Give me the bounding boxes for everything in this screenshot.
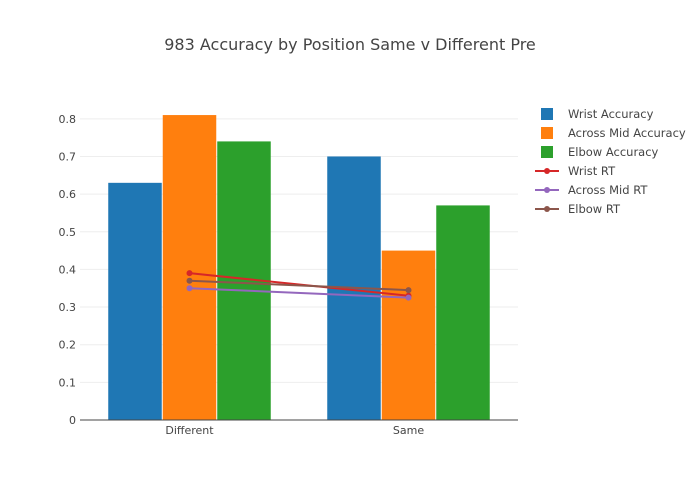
y-tick-label: 0.6: [59, 188, 77, 201]
legend-label: Across Mid Accuracy: [568, 126, 686, 140]
line-point: [405, 294, 412, 301]
chart-title: 983 Accuracy by Position Same v Differen…: [164, 35, 536, 54]
series-line: [189, 279, 409, 292]
y-tick-label: 0.7: [59, 150, 77, 163]
legend-swatch: [541, 146, 553, 158]
bars: [108, 115, 490, 421]
y-tick-label: 0: [69, 414, 76, 427]
line-point: [186, 285, 193, 292]
bar: [162, 115, 217, 420]
rt-lines: [186, 270, 412, 301]
legend-swatch: [541, 127, 553, 139]
bar: [108, 182, 162, 420]
line-point: [186, 270, 193, 277]
bar: [381, 250, 436, 420]
y-tick-label: 0.3: [59, 301, 77, 314]
line-point: [405, 287, 412, 294]
y-tick-label: 0.1: [59, 376, 77, 389]
legend-marker: [544, 168, 550, 174]
legend-swatch: [541, 108, 553, 120]
x-tick-label: Same: [393, 424, 424, 437]
axes: 0 0.1 0.2 0.3 0.4 0.5 0.6 0.7 0.8 Different Same: [59, 113, 518, 437]
legend-label: Elbow RT: [568, 202, 621, 216]
y-tick-label: 0.5: [59, 226, 77, 239]
legend: Wrist Accuracy Across Mid Accuracy Elbow A…: [535, 107, 686, 216]
legend-label: Wrist RT: [568, 164, 616, 178]
legend-label: Across Mid RT: [568, 183, 648, 197]
legend-label: Wrist Accuracy: [568, 107, 654, 121]
y-tick-label: 0.4: [59, 263, 77, 276]
y-tick-label: 0.2: [59, 339, 77, 352]
y-tick-label: 0.8: [59, 113, 77, 126]
bar: [436, 205, 490, 420]
legend-marker: [544, 206, 550, 212]
legend-label: Elbow Accuracy: [568, 145, 659, 159]
x-tick-label: Different: [165, 424, 214, 437]
series-line: [189, 287, 409, 299]
legend-marker: [544, 187, 550, 193]
line-point: [186, 277, 193, 284]
